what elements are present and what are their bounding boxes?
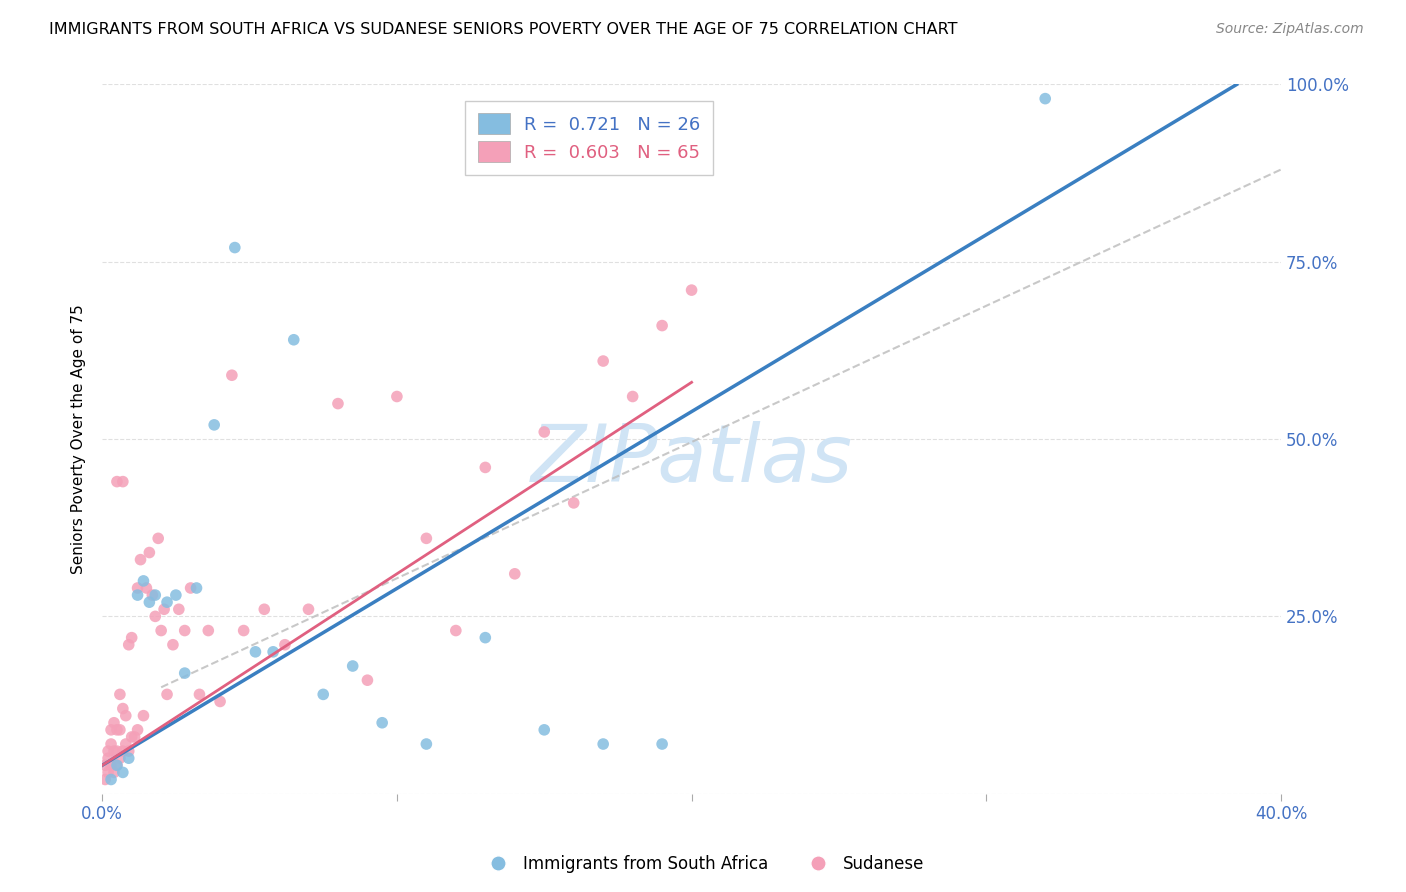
Point xyxy=(127,588,149,602)
Point xyxy=(143,609,166,624)
Point xyxy=(105,744,128,758)
Point xyxy=(103,765,125,780)
Point xyxy=(97,765,120,780)
Point xyxy=(1033,92,1056,106)
Point xyxy=(156,595,179,609)
Point xyxy=(118,744,141,758)
Point xyxy=(143,588,166,602)
Legend: Immigrants from South Africa, Sudanese: Immigrants from South Africa, Sudanese xyxy=(475,848,931,880)
Point xyxy=(94,758,117,772)
Point xyxy=(173,666,195,681)
Point xyxy=(224,241,246,255)
Point xyxy=(165,588,187,602)
Point xyxy=(121,730,143,744)
Point xyxy=(111,475,134,489)
Point xyxy=(173,624,195,638)
Point xyxy=(153,602,176,616)
Text: IMMIGRANTS FROM SOUTH AFRICA VS SUDANESE SENIORS POVERTY OVER THE AGE OF 75 CORR: IMMIGRANTS FROM SOUTH AFRICA VS SUDANESE… xyxy=(49,22,957,37)
Point xyxy=(111,701,134,715)
Point xyxy=(138,545,160,559)
Point xyxy=(114,737,136,751)
Point xyxy=(100,737,122,751)
Point xyxy=(209,694,232,708)
Point xyxy=(245,645,267,659)
Point xyxy=(681,283,703,297)
Point xyxy=(150,624,173,638)
Point xyxy=(262,645,284,659)
Point xyxy=(356,673,378,688)
Point xyxy=(156,687,179,701)
Text: ZIPatlas: ZIPatlas xyxy=(530,421,852,500)
Point xyxy=(129,552,152,566)
Point xyxy=(105,758,128,772)
Point xyxy=(297,602,319,616)
Point xyxy=(108,751,131,765)
Point xyxy=(100,758,122,772)
Point xyxy=(180,581,202,595)
Point xyxy=(132,574,155,588)
Point xyxy=(326,396,349,410)
Point xyxy=(188,687,211,701)
Point xyxy=(533,425,555,439)
Point xyxy=(415,532,437,546)
Point xyxy=(274,638,297,652)
Point xyxy=(533,723,555,737)
Point xyxy=(100,723,122,737)
Y-axis label: Seniors Poverty Over the Age of 75: Seniors Poverty Over the Age of 75 xyxy=(72,304,86,574)
Point xyxy=(253,602,276,616)
Point xyxy=(105,475,128,489)
Point xyxy=(651,737,673,751)
Point xyxy=(621,390,644,404)
Point xyxy=(127,723,149,737)
Point xyxy=(94,772,117,787)
Point xyxy=(138,595,160,609)
Point xyxy=(121,631,143,645)
Point xyxy=(186,581,208,595)
Legend: R =  0.721   N = 26, R =  0.603   N = 65: R = 0.721 N = 26, R = 0.603 N = 65 xyxy=(465,101,713,175)
Point xyxy=(97,744,120,758)
Point xyxy=(162,638,184,652)
Point xyxy=(118,638,141,652)
Point xyxy=(562,496,585,510)
Point xyxy=(108,723,131,737)
Point xyxy=(474,460,496,475)
Point xyxy=(111,765,134,780)
Point xyxy=(202,417,225,432)
Point xyxy=(108,687,131,701)
Point xyxy=(592,354,614,368)
Point xyxy=(100,772,122,787)
Point xyxy=(148,532,170,546)
Point xyxy=(592,737,614,751)
Point xyxy=(97,751,120,765)
Point xyxy=(651,318,673,333)
Point xyxy=(167,602,190,616)
Point xyxy=(197,624,219,638)
Point xyxy=(503,566,526,581)
Point xyxy=(118,751,141,765)
Point xyxy=(474,631,496,645)
Point xyxy=(111,744,134,758)
Point xyxy=(135,581,157,595)
Point xyxy=(232,624,254,638)
Point xyxy=(312,687,335,701)
Point xyxy=(141,588,163,602)
Point xyxy=(105,723,128,737)
Point xyxy=(283,333,305,347)
Point xyxy=(444,624,467,638)
Point xyxy=(342,659,364,673)
Point xyxy=(103,715,125,730)
Point xyxy=(124,730,146,744)
Text: Source: ZipAtlas.com: Source: ZipAtlas.com xyxy=(1216,22,1364,37)
Point xyxy=(127,581,149,595)
Point xyxy=(415,737,437,751)
Point xyxy=(371,715,394,730)
Point xyxy=(132,708,155,723)
Point xyxy=(114,708,136,723)
Point xyxy=(385,390,408,404)
Point xyxy=(221,368,243,383)
Point xyxy=(103,744,125,758)
Point xyxy=(105,758,128,772)
